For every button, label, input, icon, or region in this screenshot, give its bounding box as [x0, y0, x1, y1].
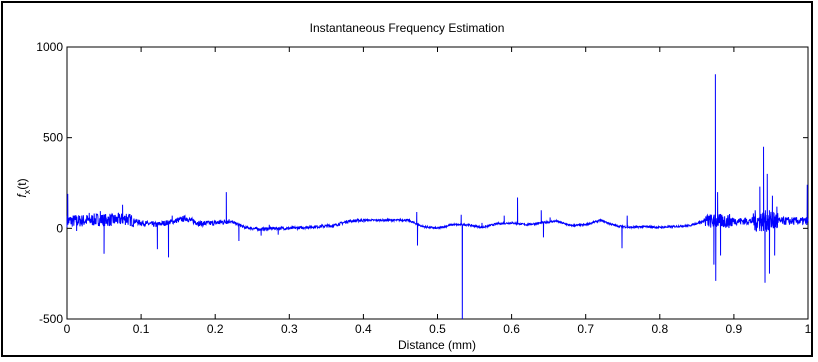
y-tick-label: 1000	[36, 40, 63, 54]
y-axis-ticks: -500 0 500 1000	[36, 40, 808, 326]
figure-frame: Instantaneous Frequency Estimation 0 0.1 0…	[1, 1, 813, 357]
x-tick-label: 0.4	[355, 322, 372, 336]
x-tick-label: 0.1	[133, 322, 150, 336]
x-tick-label: 0.6	[503, 322, 520, 336]
chart-title: Instantaneous Frequency Estimation	[310, 21, 505, 35]
y-tick-label: 0	[56, 221, 63, 235]
y-axis-label: fx(t)	[15, 178, 32, 197]
x-tick-label: 0.8	[651, 322, 668, 336]
y-axis-label-main: f	[15, 193, 29, 198]
y-tick-label: 500	[43, 131, 63, 145]
x-tick-label: 0.3	[281, 322, 298, 336]
plot-area	[66, 46, 809, 320]
y-axis-label-sub: x	[22, 189, 32, 194]
x-axis-label: Distance (mm)	[398, 338, 476, 352]
frequency-series-line	[66, 74, 809, 320]
instantaneous-frequency-chart: Instantaneous Frequency Estimation 0 0.1 0…	[15, 21, 811, 352]
x-tick-label: 0.5	[429, 322, 446, 336]
x-tick-label: 0.9	[726, 322, 743, 336]
x-tick-label: 0	[64, 322, 71, 336]
x-tick-label: 1	[805, 322, 811, 336]
x-axis-ticks: 0 0.1 0.2 0.3 0.4 0.5 0.6 0.7 0.8 0.9 1	[64, 47, 811, 336]
x-tick-label: 0.7	[577, 322, 594, 336]
y-axis-label-tail: (t)	[15, 178, 29, 189]
x-tick-label: 0.2	[207, 322, 224, 336]
y-tick-label: -500	[39, 312, 63, 326]
